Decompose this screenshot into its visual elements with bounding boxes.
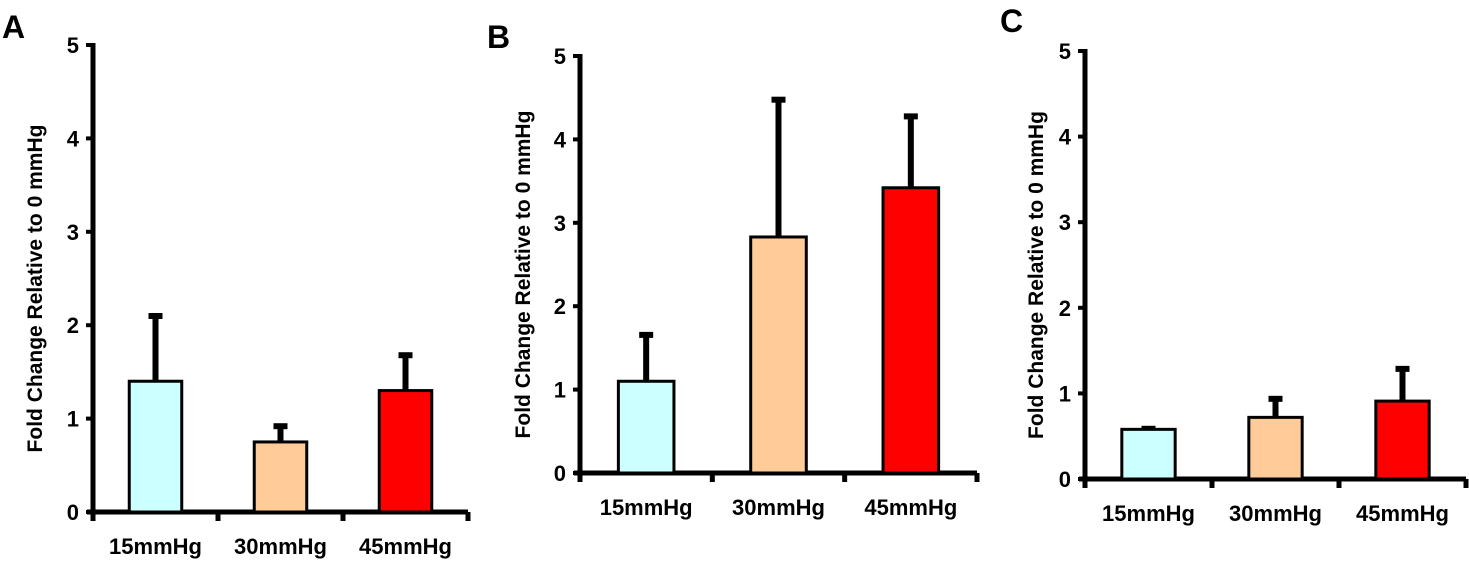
- bar-30mmHg: [252, 440, 309, 514]
- x-tick-label: 30mmHg: [732, 495, 825, 520]
- y-tick-label: 4: [554, 127, 567, 152]
- y-axis-label: Fold Change Relative to 0 mmHg: [512, 111, 535, 439]
- y-axis-label: Fold Change Relative to 0 mmHg: [1025, 111, 1048, 439]
- bar-15mmHg: [1120, 427, 1177, 481]
- y-tick-label: 2: [554, 294, 566, 319]
- bar-15mmHg: [616, 379, 676, 475]
- y-tick-label: 0: [554, 461, 566, 486]
- panel-label: A: [2, 9, 25, 45]
- x-tick-label: 15mmHg: [1102, 501, 1195, 526]
- x-tick-label: 45mmHg: [1356, 501, 1449, 526]
- bar-15mmHg: [127, 379, 184, 514]
- y-tick-label: 1: [554, 378, 566, 403]
- y-tick-label: 0: [1059, 467, 1071, 492]
- panel-label: B: [487, 19, 510, 55]
- y-tick-label: 1: [1059, 381, 1071, 406]
- y-tick-label: 5: [1059, 39, 1071, 64]
- x-tick-label: 30mmHg: [1229, 501, 1322, 526]
- y-tick-label: 4: [67, 126, 80, 151]
- bar-45mmHg: [377, 389, 434, 514]
- y-tick-label: 3: [1059, 210, 1071, 235]
- x-tick-label: 30mmHg: [234, 534, 327, 559]
- x-tick-label: 15mmHg: [109, 534, 202, 559]
- bar-30mmHg: [749, 235, 808, 475]
- y-tick-label: 2: [67, 313, 79, 338]
- x-tick-label: 45mmHg: [864, 495, 957, 520]
- x-tick-label: 45mmHg: [359, 534, 452, 559]
- y-tick-label: 4: [1059, 125, 1072, 150]
- y-tick-label: 5: [67, 33, 79, 58]
- y-axis-label: Fold Change Relative to 0 mmHg: [24, 125, 47, 453]
- bar-45mmHg: [1374, 399, 1431, 481]
- x-tick-label: 15mmHg: [600, 495, 693, 520]
- y-tick-label: 5: [554, 44, 566, 69]
- y-tick-label: 2: [1059, 296, 1071, 321]
- bar-30mmHg: [1247, 415, 1304, 481]
- y-tick-label: 3: [67, 220, 79, 245]
- bar-45mmHg: [881, 186, 941, 475]
- panel-label: C: [1000, 3, 1023, 39]
- y-tick-label: 0: [67, 500, 79, 525]
- y-tick-label: 3: [554, 211, 566, 236]
- y-tick-label: 1: [67, 407, 79, 432]
